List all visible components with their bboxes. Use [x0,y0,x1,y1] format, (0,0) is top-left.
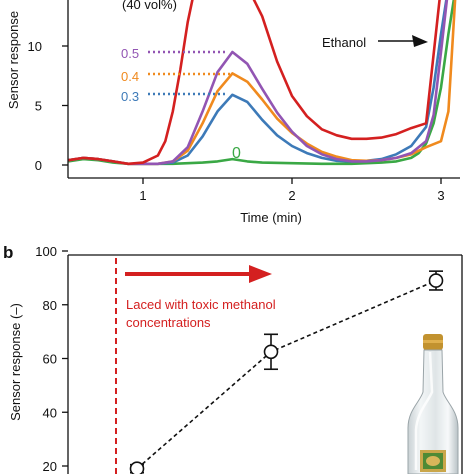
y-tick-label: 0 [35,158,42,173]
y-tick-label: 60 [43,352,57,367]
panel-b-series [129,270,444,474]
ethanol-label: Ethanol [322,35,366,50]
panel-b-label: b [3,243,13,262]
panel-a-dotted-leaders [148,50,230,96]
y-tick-label: 5 [35,99,42,114]
y-tick-label: 40 [43,405,57,420]
label-0.3: 0.3 [121,89,139,104]
data-point [129,461,145,474]
panel-a-y-axis-label: Sensor response [6,11,21,109]
panel-b-frame [67,254,463,474]
panel-a-x-axis-label: Time (min) [240,210,302,225]
panel-a-y-ticks: 0 5 10 [28,39,68,173]
panel-a-chart: (40 vol%) 1 2 3 0 5 10 Time (min) Sensor res… [6,0,460,225]
annotation-line-2: concentrations [126,315,211,330]
panel-a-axes [67,0,460,179]
label-0.5: 0.5 [121,46,139,61]
label-0: 0 [232,145,241,162]
y-tick-label: 80 [43,298,57,313]
series-line-max [68,0,441,166]
red-arrow [125,265,272,283]
label-0.4: 0.4 [121,69,139,84]
x-tick-label: 3 [437,188,444,203]
y-tick-label: 20 [43,459,57,474]
x-tick-label: 1 [139,188,146,203]
ethanol-arrow [378,35,428,47]
panel-a-x-ticks: 1 2 3 [139,178,445,203]
annotation-line-1: Laced with toxic methanol [126,297,276,312]
y-tick-label: 100 [35,244,57,259]
bottle-image [407,334,459,474]
panel-b-chart: 20 40 60 80 100 Sensor response (–) Laced wi… [8,244,463,474]
x-tick-label: 2 [288,188,295,203]
y-tick-label: 10 [28,39,42,54]
panel-b-y-axis-label: Sensor response (–) [8,303,23,421]
data-point [428,273,444,288]
panel-a-title: (40 vol%) [122,0,177,12]
panel-a-series [68,0,457,166]
data-point [263,344,279,360]
panel-b-y-ticks: 20 40 60 80 100 [35,244,68,474]
